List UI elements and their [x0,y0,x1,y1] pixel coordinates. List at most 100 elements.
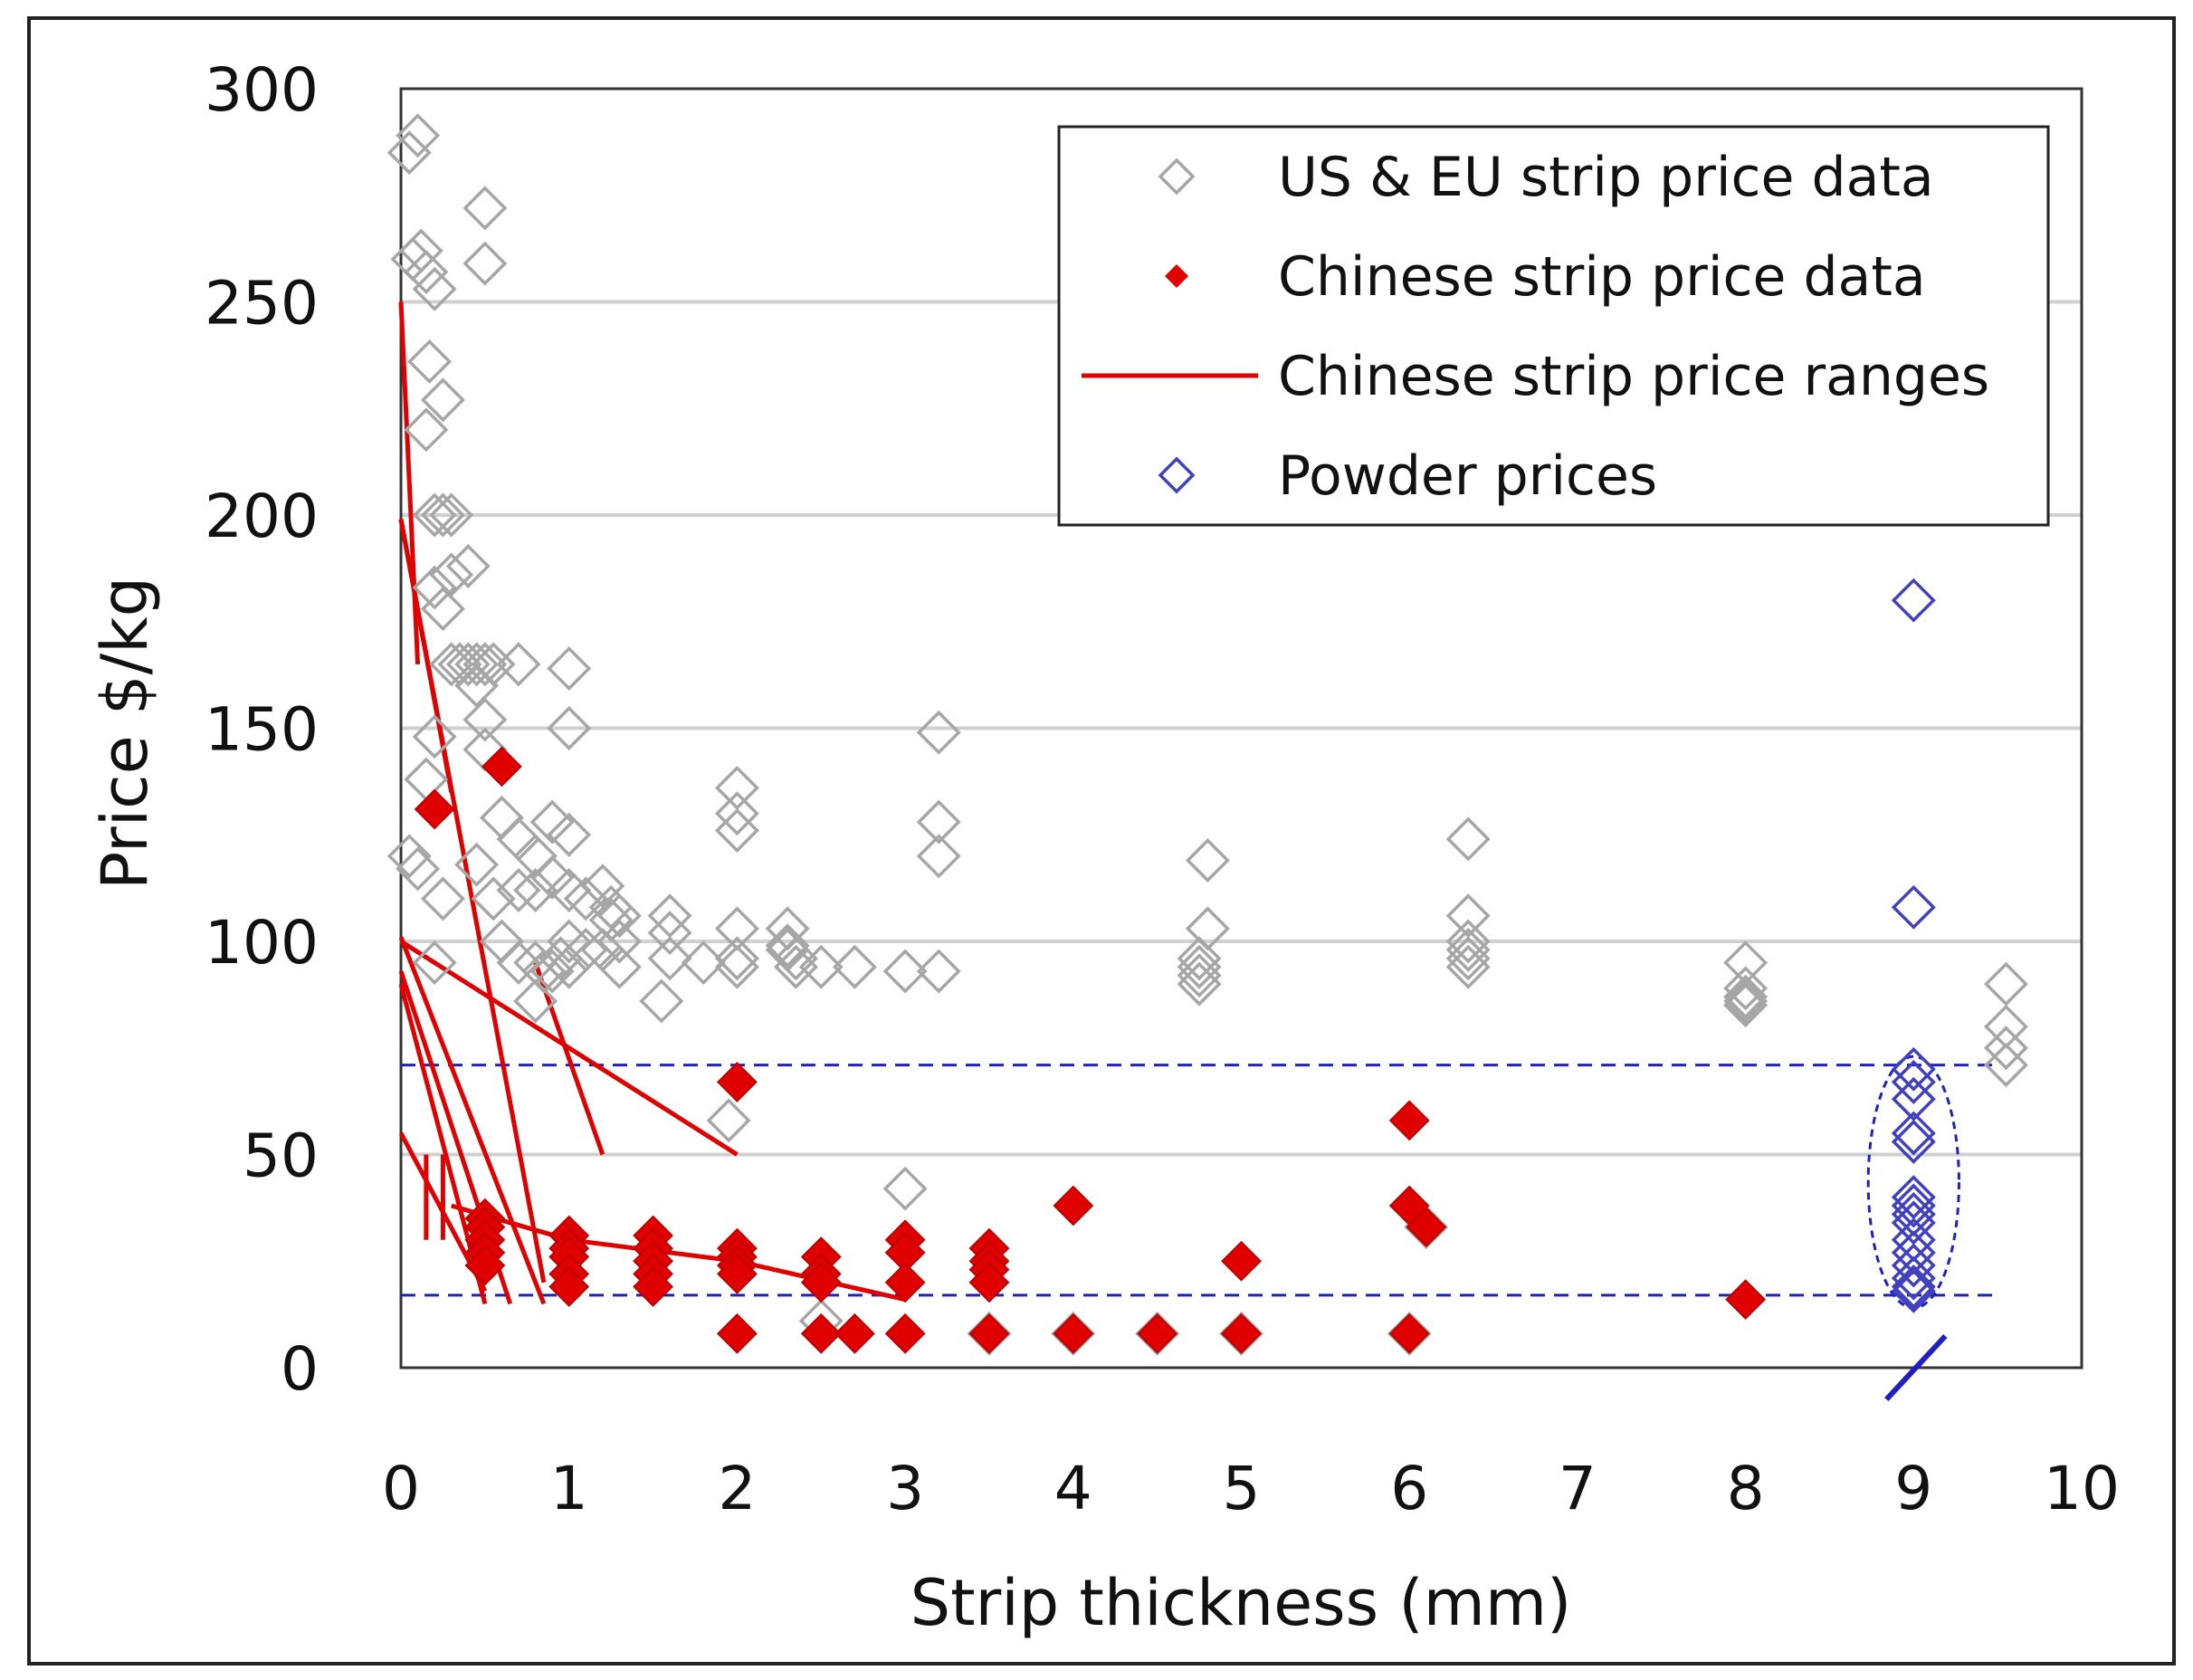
us-eu-point [596,893,642,939]
us-eu-point [513,978,558,1024]
chinese-range-line [399,939,739,1157]
us-eu-point [429,492,474,538]
chinese-range-line [451,1203,570,1243]
chinese-point [1221,1312,1262,1354]
us-eu-point [714,765,759,810]
data-points [386,113,2028,1356]
legend-marker [1158,456,1196,494]
powder-point [1891,884,1936,930]
x-tick-label: 2 [718,1454,756,1523]
us-eu-point [916,799,961,845]
powder-point [1891,578,1936,623]
us-eu-point [404,407,449,453]
powder-point [1891,1059,1936,1104]
us-eu-point [714,944,759,989]
us-eu-point [445,544,491,588]
us-eu-point [714,808,759,854]
x-tick-label: 0 [382,1454,420,1523]
us-eu-point [386,834,432,879]
us-eu-point [529,854,575,900]
chinese-point [968,1312,1010,1354]
us-eu-point [1983,1026,2028,1071]
powder-point [1891,1255,1936,1301]
us-eu-point [412,565,457,610]
us-eu-point [1445,893,1491,939]
legend-label: Chinese strip price ranges [1278,345,1989,408]
us-eu-point [882,949,928,994]
chinese-point [1053,1312,1094,1354]
us-eu-point [496,868,541,912]
powder-point [1891,1076,1936,1122]
us-eu-point [471,876,516,921]
us-eu-point [1177,953,1222,998]
us-eu-point [404,250,449,295]
chinese-point [1137,1312,1178,1354]
powder-point [1891,1265,1936,1309]
us-eu-point [420,876,465,921]
legend-label: US & EU strip price data [1278,146,1934,209]
legend: US & EU strip price data Chinese strip pr… [1057,125,2050,527]
chinese-point [633,1266,673,1307]
us-eu-point [916,834,961,879]
chinese-point [1388,1100,1430,1141]
chinese-point [1725,1279,1767,1321]
us-eu-point [639,978,684,1024]
x-tick-label: 7 [1559,1454,1597,1523]
x-tick-label: 3 [886,1454,924,1523]
us-eu-point [832,944,877,989]
us-eu-point [1185,838,1230,883]
chinese-point [1406,1207,1447,1247]
us-eu-point [462,642,508,687]
chinese-point [414,788,455,830]
us-eu-point [1723,966,1769,1011]
us-eu-point [714,936,759,981]
us-eu-point [916,949,961,994]
us-eu-point [563,927,608,972]
chinese-range-line [398,936,547,1305]
y-tick-label: 200 [205,482,319,551]
us-eu-point [529,949,575,994]
us-eu-point [580,864,625,909]
powder-point [1891,1268,1936,1313]
x-tick-label: 10 [2044,1454,2120,1523]
us-eu-point [596,944,642,989]
x-tick-label: 8 [1727,1454,1765,1523]
y-tick-label: 250 [205,269,319,339]
axis-break-mark [1884,1333,1948,1402]
chinese-point [716,1062,758,1102]
us-eu-point [529,799,575,845]
chinese-point [1221,1240,1262,1282]
chinese-point [800,1262,842,1303]
us-eu-point [396,846,441,892]
legend-label: Chinese strip price data [1278,245,1926,309]
chinese-point [716,1253,758,1294]
chinese-point [1388,1312,1430,1354]
y-tick-label: 100 [205,908,319,978]
us-eu-point [547,706,592,750]
us-eu-point [412,714,457,759]
powder-point [1891,1200,1936,1246]
x-tick-label: 1 [550,1454,588,1523]
y-tick-label: 300 [205,55,319,125]
us-eu-point [398,228,443,273]
chinese-point [464,1245,506,1286]
us-eu-point [429,552,474,597]
us-eu-point [407,339,453,384]
powder-point [1891,1175,1936,1220]
us-eu-point [1177,936,1222,981]
chinese-point [834,1312,875,1354]
powder-point [1891,1183,1936,1228]
chinese-point [968,1262,1010,1303]
legend-label: Powder prices [1278,444,1657,508]
legend-item: US & EU strip price data [1158,146,1934,209]
us-eu-point [765,923,810,969]
y-tick-label: 50 [243,1122,319,1191]
legend-item: Chinese strip price data [1165,245,1926,309]
us-eu-point [462,186,508,231]
us-eu-point [596,919,642,964]
us-eu-point [1983,961,2028,1007]
us-eu-point [496,642,541,687]
us-eu-point [547,646,592,692]
chinese-point [884,1312,926,1354]
